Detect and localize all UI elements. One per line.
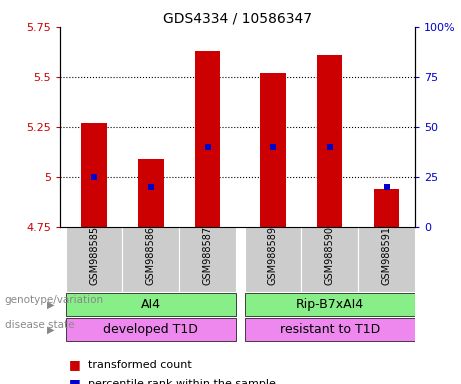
Text: genotype/variation: genotype/variation <box>5 295 104 306</box>
Text: ▶: ▶ <box>47 324 54 334</box>
Bar <box>244 318 415 341</box>
Bar <box>244 227 301 292</box>
Text: percentile rank within the sample: percentile rank within the sample <box>88 379 276 384</box>
Bar <box>195 51 220 227</box>
Text: ■: ■ <box>69 377 85 384</box>
Text: transformed count: transformed count <box>88 360 191 370</box>
Text: resistant to T1D: resistant to T1D <box>279 323 380 336</box>
Text: GSM988589: GSM988589 <box>268 227 278 285</box>
Text: ■: ■ <box>69 358 85 371</box>
Bar <box>317 55 343 227</box>
Bar <box>260 73 286 227</box>
Text: disease state: disease state <box>5 320 74 331</box>
Bar <box>374 189 399 227</box>
Bar <box>244 293 415 316</box>
Text: GSM988587: GSM988587 <box>202 227 213 285</box>
Bar <box>81 123 107 227</box>
Text: Rip-B7xAI4: Rip-B7xAI4 <box>296 298 364 311</box>
Bar <box>65 318 236 341</box>
Text: ▶: ▶ <box>47 299 54 310</box>
Bar <box>65 293 236 316</box>
Text: GSM988590: GSM988590 <box>325 227 335 285</box>
Bar <box>138 159 164 227</box>
Bar <box>179 227 236 292</box>
Title: GDS4334 / 10586347: GDS4334 / 10586347 <box>163 12 312 26</box>
Bar <box>358 227 415 292</box>
Text: GSM988586: GSM988586 <box>146 227 156 285</box>
Bar <box>65 227 123 292</box>
Bar <box>123 227 179 292</box>
Bar <box>301 227 358 292</box>
Text: GSM988585: GSM988585 <box>89 227 99 285</box>
Text: developed T1D: developed T1D <box>103 323 198 336</box>
Text: AI4: AI4 <box>141 298 161 311</box>
Text: GSM988591: GSM988591 <box>382 227 391 285</box>
